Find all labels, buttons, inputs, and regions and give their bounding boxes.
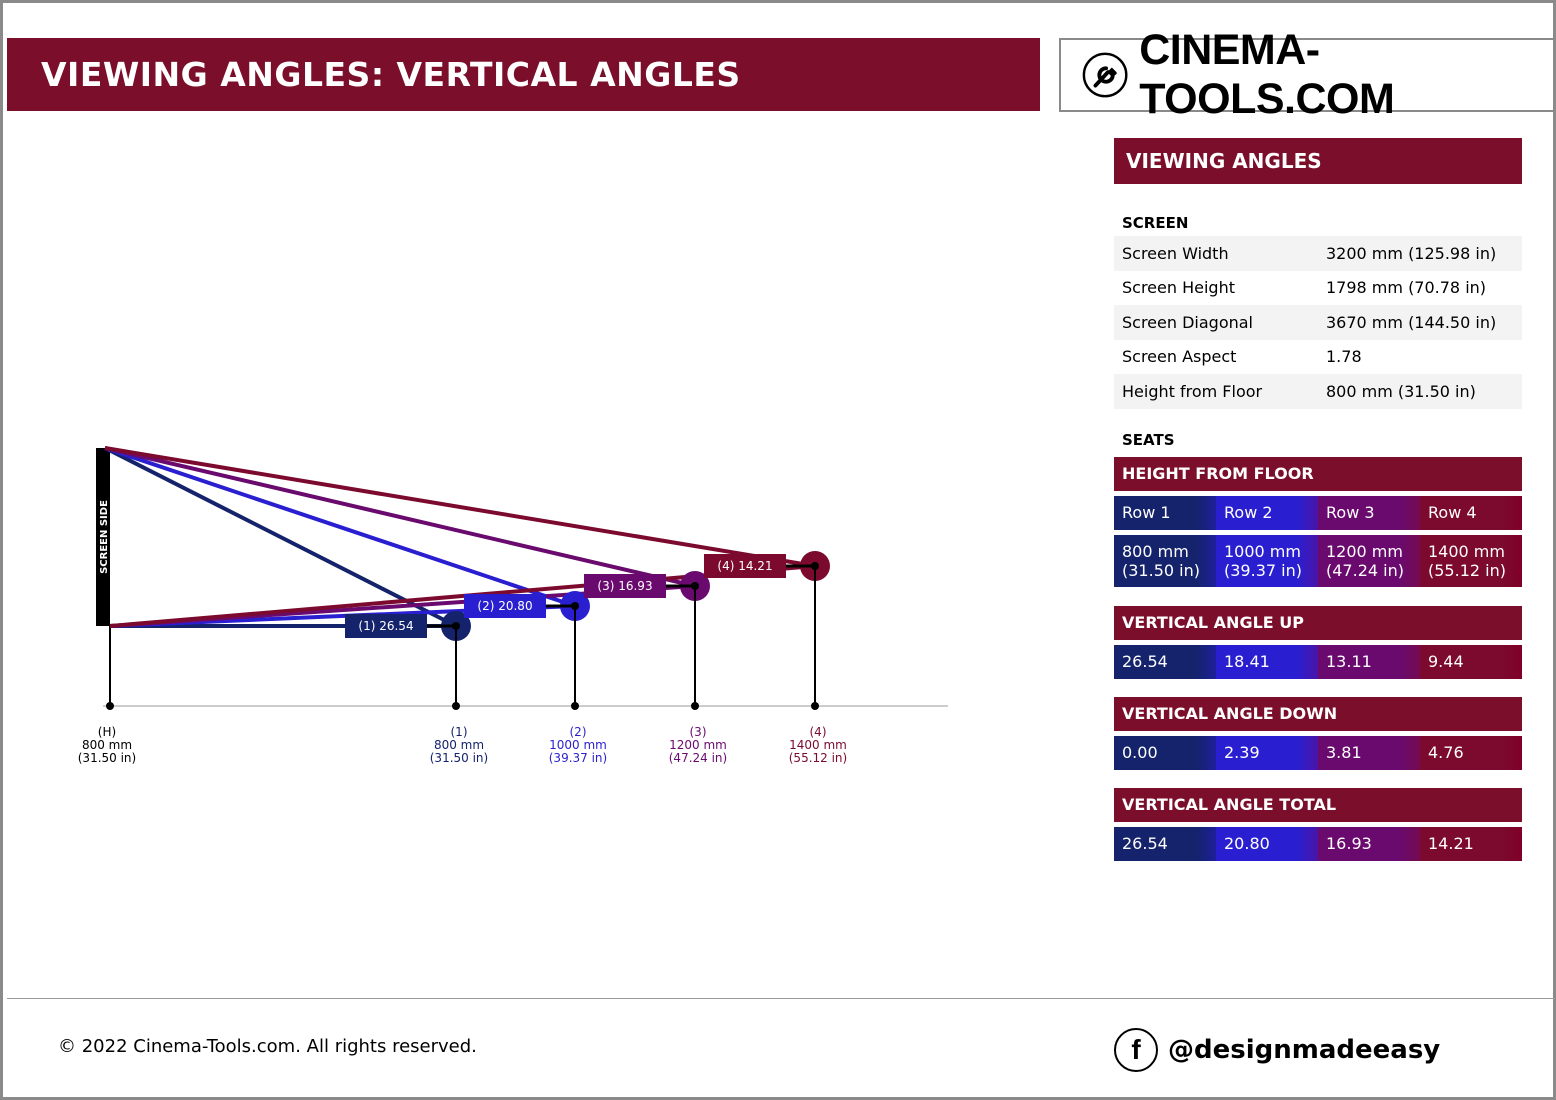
total-heading: VERTICAL ANGLE TOTAL [1114, 787, 1522, 822]
screen-row: Screen Aspect 1.78 [1114, 340, 1522, 375]
social-link[interactable]: f @designmadeeasy [1114, 1028, 1440, 1072]
seat-dot [691, 582, 699, 590]
seat-height-label: (55.12 in) [789, 751, 847, 765]
total-angle-cell: 16.93 [1318, 826, 1420, 861]
down-angle-cell: 4.76 [1420, 735, 1522, 770]
up-angle-cell: 9.44 [1420, 644, 1522, 679]
panel-title: VIEWING ANGLES [1114, 138, 1522, 184]
screen-row-value: 800 mm (31.50 in) [1326, 381, 1476, 401]
up-heading: VERTICAL ANGLE UP [1114, 605, 1522, 640]
wrench-icon [1082, 52, 1128, 98]
seat-height-label: (31.50 in) [430, 751, 488, 765]
sightline-top [104, 446, 576, 608]
total-angle-cell: 26.54 [1114, 826, 1216, 861]
screen-heading: SCREEN [1122, 214, 1189, 232]
up-angle-cell: 18.41 [1216, 644, 1318, 679]
seat-height-label: (2) [570, 725, 587, 739]
up-angle-cell: 13.11 [1318, 644, 1420, 679]
screen-row-value: 3670 mm (144.50 in) [1326, 312, 1497, 332]
angle-label: (2) 20.80 [477, 599, 532, 613]
floor-dot [571, 702, 579, 710]
seat-dot [452, 622, 460, 630]
screen-row-value: 1.78 [1326, 347, 1362, 367]
seat-height-label: 1000 mm [549, 738, 607, 752]
row-height: 1200 mm (47.24 in) [1318, 534, 1420, 587]
total-angle-cell: 20.80 [1216, 826, 1318, 861]
screen-row-value: 1798 mm (70.78 in) [1326, 278, 1487, 298]
logo-text: CINEMA-TOOLS.COM [1139, 26, 1395, 123]
facebook-icon[interactable]: f [1114, 1028, 1158, 1072]
sightline-top [104, 446, 816, 568]
social-handle[interactable]: @designmadeeasy [1168, 1035, 1441, 1065]
screen-row: Screen Diagonal 3670 mm (144.50 in) [1114, 305, 1522, 340]
screen-row-key: Screen Width [1122, 243, 1229, 263]
seat-dot [811, 562, 819, 570]
angle-label-box [584, 574, 666, 598]
angle-label-box [345, 614, 427, 638]
screen-row: Height from Floor 800 mm (31.50 in) [1114, 374, 1522, 409]
screen [96, 448, 110, 626]
row-label: Row 1 [1114, 495, 1216, 530]
seat-height-label: (47.24 in) [669, 751, 727, 765]
copyright: © 2022 Cinema-Tools.com. All rights rese… [58, 1036, 477, 1057]
vertical-angle-diagram: SCREEN SIDE(1) 26.54(1)800 mm(31.50 in)(… [78, 446, 948, 765]
screen-row-key: Screen Diagonal [1122, 312, 1253, 332]
floor-dot [691, 702, 699, 710]
floor-dot [811, 702, 819, 710]
down-angle-cell: 2.39 [1216, 735, 1318, 770]
down-angle-cell: 0.00 [1114, 735, 1216, 770]
viewing-angles-panel: VIEWING ANGLES SCREEN Screen Width 3200 m… [1114, 138, 1522, 861]
screen-floor-dot [106, 702, 114, 710]
down-angle-cell: 3.81 [1318, 735, 1420, 770]
up-angle-cell: 26.54 [1114, 644, 1216, 679]
screen-row-value: 3200 mm (125.98 in) [1326, 243, 1497, 263]
seat-dot [571, 602, 579, 610]
logo[interactable]: CINEMA-TOOLS.COM [1059, 26, 1556, 123]
seats-heading: SEATS [1122, 430, 1175, 449]
row-height: 1000 mm (39.37 in) [1216, 534, 1318, 587]
angle-label: (1) 26.54 [358, 619, 413, 633]
seat-height-label: (39.37 in) [549, 751, 607, 765]
screen-height-label: (H) [98, 725, 116, 739]
screen-height-label: (31.50 in) [78, 751, 136, 765]
row-height: 1400 mm (55.12 in) [1420, 534, 1522, 587]
screen-row: Screen Height 1798 mm (70.78 in) [1114, 271, 1522, 306]
row-label: Row 2 [1216, 495, 1318, 530]
angle-label-box [704, 554, 786, 578]
page-title: VIEWING ANGLES: VERTICAL ANGLES [7, 38, 1040, 111]
floor-dot [452, 702, 460, 710]
seat-height-label: (4) [810, 725, 827, 739]
screen-side-label: SCREEN SIDE [99, 500, 110, 574]
angle-label-box [464, 594, 546, 618]
row-height: 800 mm (31.50 in) [1114, 534, 1216, 587]
seat-height-label: 1400 mm [789, 738, 847, 752]
screen-row-key: Screen Height [1122, 278, 1235, 298]
total-angle-cell: 14.21 [1420, 826, 1522, 861]
sightline-top [104, 446, 696, 588]
footer-divider [7, 998, 1555, 999]
seat-height-label: 1200 mm [669, 738, 727, 752]
seat-height-label: (3) [690, 725, 707, 739]
screen-height-label: 800 mm [82, 738, 132, 752]
screen-row-key: Height from Floor [1122, 381, 1263, 401]
screen-row-key: Screen Aspect [1122, 347, 1237, 367]
row-label: Row 3 [1318, 495, 1420, 530]
screen-table: Screen Width 3200 mm (125.98 in) Screen He… [1114, 236, 1522, 409]
seat-height-label: 800 mm [434, 738, 484, 752]
angle-label: (3) 16.93 [597, 579, 652, 593]
angle-label: (4) 14.21 [717, 559, 772, 573]
row-label: Row 4 [1420, 495, 1522, 530]
height-heading: HEIGHT FROM FLOOR [1114, 456, 1522, 491]
sightline-top [104, 446, 457, 628]
screen-row: Screen Width 3200 mm (125.98 in) [1114, 236, 1522, 271]
down-heading: VERTICAL ANGLE DOWN [1114, 696, 1522, 731]
seat-height-label: (1) [451, 725, 468, 739]
